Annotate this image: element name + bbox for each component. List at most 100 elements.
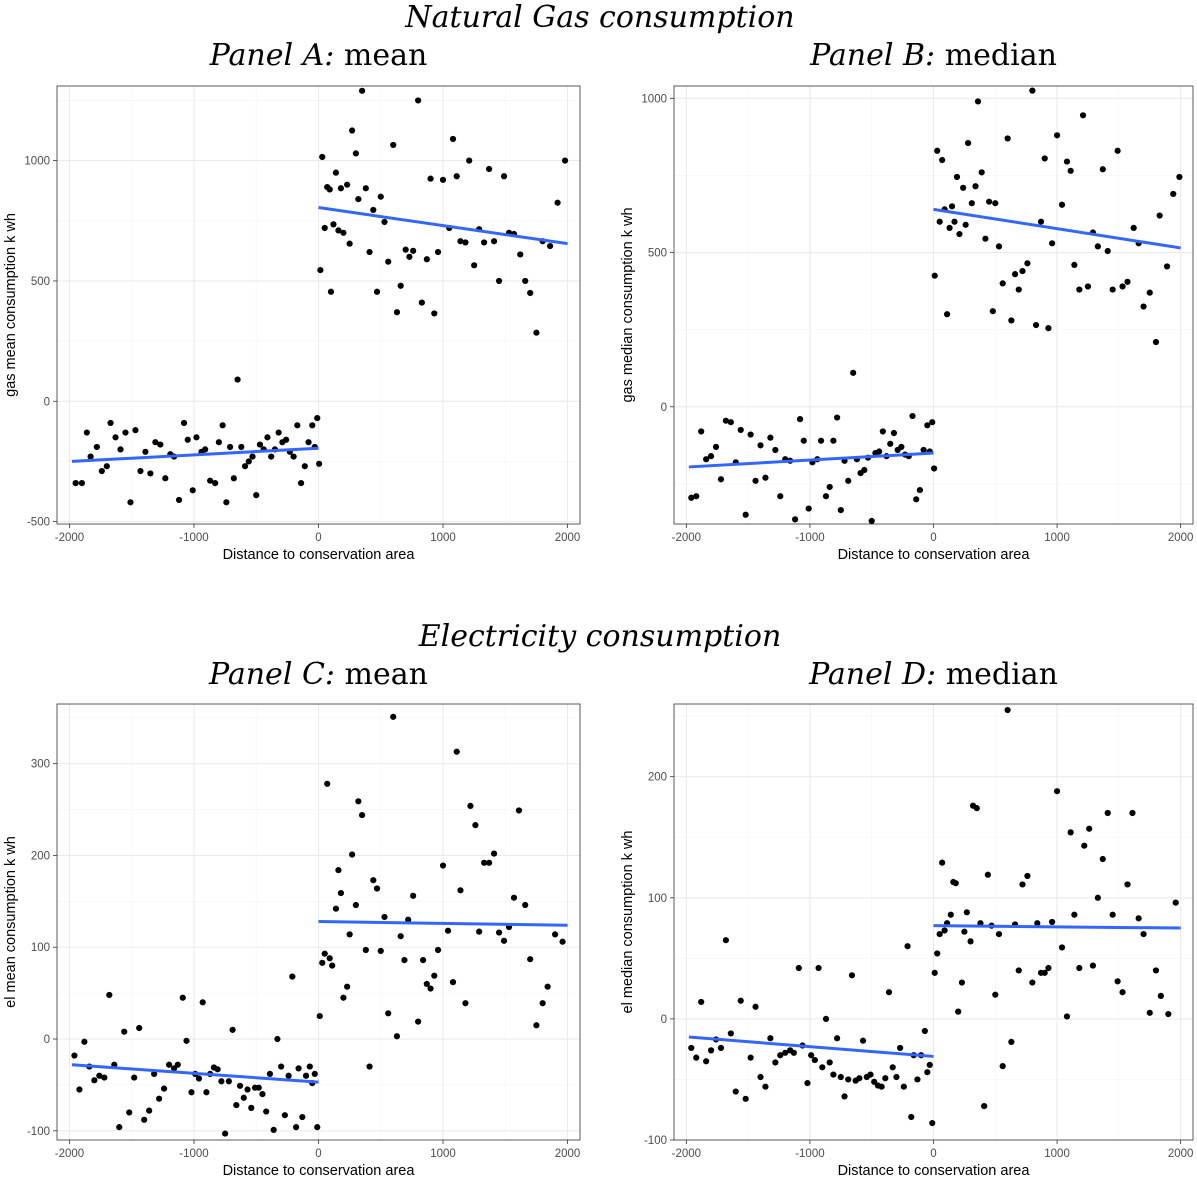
data-point: [804, 1079, 811, 1087]
data-point: [397, 933, 404, 940]
x-tick-label: -1000: [179, 1148, 208, 1160]
data-point: [340, 994, 347, 1001]
data-point: [539, 1000, 546, 1007]
data-point: [845, 1076, 852, 1083]
data-point: [121, 1028, 128, 1035]
data-point: [984, 871, 991, 878]
data-point: [215, 439, 222, 446]
data-point: [449, 979, 457, 986]
data-point: [908, 1113, 915, 1121]
x-axis-title: Distance to conservation area: [838, 547, 1031, 563]
data-point: [757, 442, 764, 449]
data-point: [956, 230, 963, 238]
data-point: [207, 477, 214, 484]
x-tick-label: 1000: [1044, 1148, 1070, 1160]
data-point: [808, 1052, 815, 1059]
data-point: [1071, 911, 1078, 918]
x-tick-label: 2000: [1168, 532, 1194, 544]
data-point: [850, 369, 857, 376]
data-point: [281, 1112, 288, 1119]
data-point: [78, 479, 86, 487]
data-point: [939, 156, 946, 164]
data-point: [939, 859, 946, 866]
data-point: [909, 412, 916, 420]
data-point: [385, 258, 392, 265]
section-title-gas: Natural Gas consumption: [404, 0, 794, 35]
data-point: [772, 446, 779, 454]
data-point: [962, 221, 969, 228]
data-point: [561, 157, 569, 164]
data-point: [195, 1075, 203, 1082]
data-point: [311, 1070, 318, 1078]
data-point: [444, 927, 452, 934]
data-point: [999, 280, 1006, 287]
data-point: [805, 505, 812, 512]
data-point: [183, 1037, 190, 1044]
data-point: [1119, 283, 1126, 290]
data-point: [1019, 881, 1026, 888]
data-point: [146, 1107, 153, 1114]
data-point: [688, 494, 695, 501]
data-point: [467, 802, 474, 809]
data-point: [757, 1073, 764, 1081]
data-point: [953, 173, 961, 181]
data-point: [1114, 978, 1121, 985]
data-point: [707, 453, 715, 460]
data-point: [457, 887, 464, 894]
data-point: [941, 927, 948, 934]
data-point: [136, 1024, 143, 1032]
y-tick-label: 0: [661, 1014, 667, 1026]
data-point: [377, 947, 384, 955]
data-point: [867, 1071, 874, 1078]
data-point: [936, 218, 943, 225]
data-point: [887, 440, 894, 447]
data-point: [385, 1010, 392, 1017]
fit-line-left: [688, 451, 934, 469]
data-point: [800, 437, 807, 444]
data-point: [314, 1124, 321, 1131]
data-point: [533, 329, 540, 336]
panel-label: Panel B:: [809, 38, 935, 73]
data-point: [522, 277, 529, 285]
data-point: [93, 443, 100, 451]
data-point: [285, 1072, 292, 1079]
data-point: [834, 414, 841, 421]
data-point: [752, 477, 759, 484]
y-tick-label: 200: [648, 772, 667, 784]
data-point: [466, 157, 473, 164]
y-tick-label: 100: [648, 893, 667, 905]
data-point: [544, 983, 551, 990]
data-point: [335, 867, 342, 874]
data-point: [815, 964, 822, 972]
data-point: [72, 479, 79, 487]
data-point: [936, 931, 943, 938]
data-point: [490, 850, 498, 857]
data-point: [1124, 278, 1131, 285]
data-point: [1172, 899, 1179, 906]
data-point: [274, 1035, 281, 1043]
data-point: [551, 931, 559, 938]
y-tick-label: 500: [648, 248, 667, 260]
data-point: [402, 246, 409, 253]
fit-line-left: [71, 1063, 319, 1084]
data-point: [431, 972, 438, 979]
data-point: [457, 238, 464, 245]
data-point: [476, 928, 483, 935]
data-point: [796, 416, 804, 423]
data-point: [98, 467, 105, 475]
data-point: [1041, 155, 1048, 162]
data-point: [321, 950, 328, 957]
data-point: [1015, 967, 1022, 974]
data-point: [732, 1088, 739, 1095]
section-title-electricity: Electricity consumption: [418, 619, 782, 654]
data-point: [355, 798, 362, 805]
data-point: [142, 448, 149, 455]
data-point: [934, 950, 941, 957]
data-point: [319, 153, 326, 161]
data-point: [423, 256, 430, 263]
data-point: [449, 135, 457, 143]
data-point: [346, 931, 353, 938]
data-point: [510, 894, 518, 901]
x-tick-label: 0: [315, 1148, 321, 1160]
data-point: [920, 446, 927, 454]
